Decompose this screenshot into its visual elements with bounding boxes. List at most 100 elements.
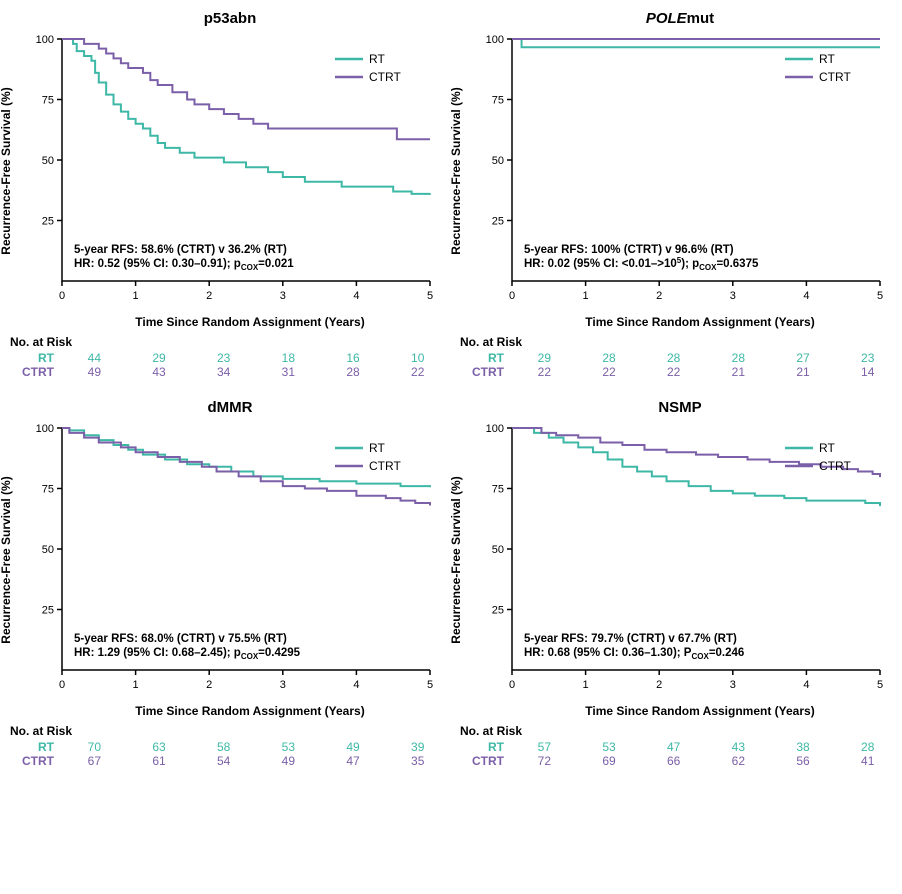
survival-panel: p53abnRecurrence-Free Survival (%)255075… [10, 10, 450, 379]
y-axis-label: Recurrence-Free Survival (%) [449, 476, 463, 643]
risk-row-label: CTRT [460, 754, 510, 768]
svg-text:25: 25 [492, 216, 504, 228]
chart-area: Recurrence-Free Survival (%)255075100012… [10, 31, 450, 311]
risk-value: 58 [191, 740, 256, 754]
risk-value: 23 [835, 351, 900, 365]
risk-value: 41 [835, 754, 900, 768]
risk-row-label: CTRT [460, 365, 510, 379]
risk-value: 16 [321, 351, 386, 365]
survival-panel: dMMRRecurrence-Free Survival (%)25507510… [10, 399, 450, 768]
risk-value: 39 [385, 740, 450, 754]
risk-row: CTRT494334312822 [10, 365, 450, 379]
svg-text:RT: RT [369, 52, 385, 66]
svg-text:5: 5 [877, 679, 883, 691]
risk-value: 18 [256, 351, 321, 365]
svg-text:100: 100 [486, 423, 504, 435]
svg-text:100: 100 [36, 423, 54, 435]
panel-title: NSMP [460, 399, 900, 416]
x-axis-label: Time Since Random Assignment (Years) [50, 704, 450, 718]
risk-value: 21 [771, 365, 836, 379]
risk-value: 22 [385, 365, 450, 379]
risk-value: 61 [127, 754, 192, 768]
risk-value: 29 [127, 351, 192, 365]
chart-area: Recurrence-Free Survival (%)255075100012… [460, 31, 900, 311]
risk-value: 29 [512, 351, 577, 365]
risk-table-title: No. at Risk [10, 335, 450, 349]
risk-row-label: CTRT [10, 754, 60, 768]
risk-value: 22 [577, 365, 642, 379]
svg-text:5: 5 [877, 290, 883, 302]
risk-row-label: RT [10, 351, 60, 365]
risk-value: 43 [127, 365, 192, 379]
risk-table-title: No. at Risk [460, 335, 900, 349]
svg-text:CTRT: CTRT [369, 70, 401, 84]
risk-row: RT706358534939 [10, 740, 450, 754]
risk-value: 14 [835, 365, 900, 379]
svg-text:5-year RFS: 58.6% (CTRT) v 36.: 5-year RFS: 58.6% (CTRT) v 36.2% (RT) [74, 244, 287, 256]
svg-text:5: 5 [427, 290, 433, 302]
risk-value: 35 [385, 754, 450, 768]
risk-row: CTRT676154494735 [10, 754, 450, 768]
svg-text:CTRT: CTRT [369, 459, 401, 473]
y-axis-label: Recurrence-Free Survival (%) [0, 87, 13, 254]
risk-row: CTRT726966625641 [460, 754, 900, 768]
svg-text:CTRT: CTRT [819, 70, 851, 84]
svg-text:100: 100 [36, 34, 54, 46]
risk-row: RT292828282723 [460, 351, 900, 365]
risk-value: 47 [641, 740, 706, 754]
svg-text:4: 4 [353, 290, 359, 302]
risk-value: 69 [577, 754, 642, 768]
svg-text:75: 75 [42, 95, 54, 107]
risk-value: 63 [127, 740, 192, 754]
risk-table: No. at RiskRT292828282723CTRT22222221211… [460, 335, 900, 379]
svg-text:0: 0 [59, 290, 65, 302]
risk-value: 70 [62, 740, 127, 754]
risk-value: 23 [191, 351, 256, 365]
svg-text:50: 50 [42, 544, 54, 556]
chart-area: Recurrence-Free Survival (%)255075100012… [460, 420, 900, 700]
risk-row-label: RT [10, 740, 60, 754]
risk-value: 56 [771, 754, 836, 768]
panel-title: dMMR [10, 399, 450, 416]
risk-value: 34 [191, 365, 256, 379]
risk-table: No. at RiskRT706358534939CTRT67615449473… [10, 724, 450, 768]
svg-text:1: 1 [583, 290, 589, 302]
y-axis-label: Recurrence-Free Survival (%) [0, 476, 13, 643]
svg-text:25: 25 [42, 605, 54, 617]
risk-value: 22 [512, 365, 577, 379]
risk-value: 47 [321, 754, 386, 768]
svg-text:5: 5 [427, 679, 433, 691]
risk-value: 28 [641, 351, 706, 365]
risk-value: 31 [256, 365, 321, 379]
x-axis-label: Time Since Random Assignment (Years) [500, 315, 900, 329]
risk-row-label: CTRT [10, 365, 60, 379]
svg-text:2: 2 [656, 679, 662, 691]
risk-value: 72 [512, 754, 577, 768]
svg-text:1: 1 [133, 679, 139, 691]
risk-row-label: RT [460, 740, 510, 754]
risk-value: 44 [62, 351, 127, 365]
risk-value: 54 [191, 754, 256, 768]
svg-text:3: 3 [730, 290, 736, 302]
risk-value: 22 [641, 365, 706, 379]
svg-text:75: 75 [42, 484, 54, 496]
svg-text:0: 0 [509, 679, 515, 691]
svg-text:RT: RT [819, 52, 835, 66]
svg-text:4: 4 [353, 679, 359, 691]
svg-text:3: 3 [730, 679, 736, 691]
svg-text:CTRT: CTRT [819, 459, 851, 473]
risk-row: RT442923181610 [10, 351, 450, 365]
risk-value: 53 [256, 740, 321, 754]
risk-row-label: RT [460, 351, 510, 365]
risk-value: 27 [771, 351, 836, 365]
risk-table-title: No. at Risk [10, 724, 450, 738]
risk-value: 28 [577, 351, 642, 365]
svg-text:2: 2 [206, 679, 212, 691]
risk-value: 49 [321, 740, 386, 754]
risk-value: 49 [256, 754, 321, 768]
svg-text:50: 50 [492, 155, 504, 167]
svg-text:100: 100 [486, 34, 504, 46]
survival-panel: POLEmutRecurrence-Free Survival (%)25507… [460, 10, 900, 379]
svg-text:2: 2 [656, 290, 662, 302]
risk-row: RT575347433828 [460, 740, 900, 754]
